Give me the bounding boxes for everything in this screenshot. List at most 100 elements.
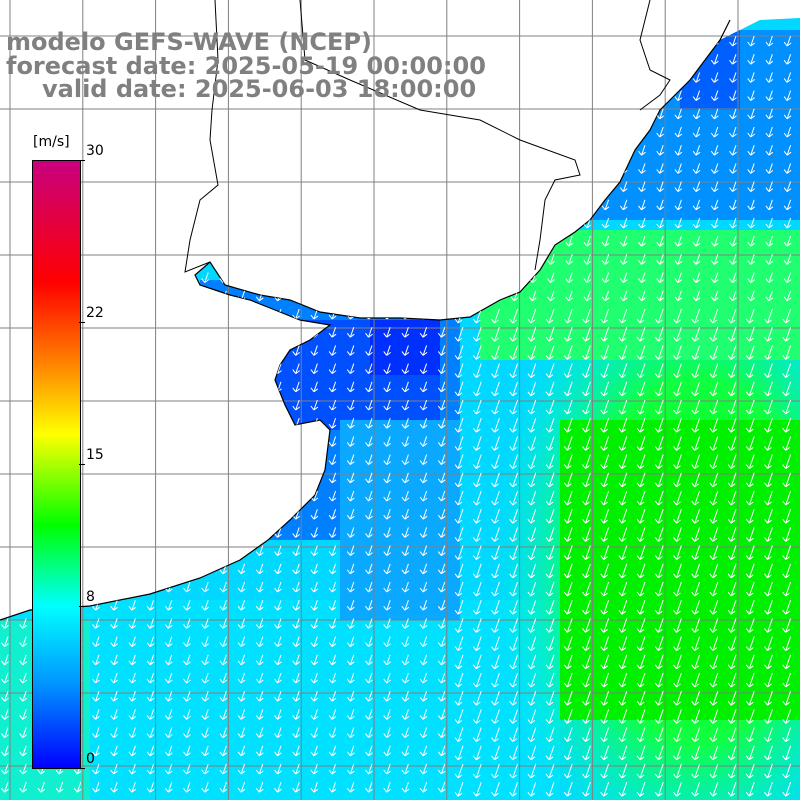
wind-arrow (619, 181, 628, 192)
wind-arrow (782, 709, 792, 724)
wind-arrow (219, 454, 228, 465)
wind-arrow (292, 236, 300, 247)
wind-arrow (582, 308, 591, 324)
wind-arrow (201, 654, 209, 666)
wind-arrow (709, 672, 719, 688)
wind-arrow (710, 108, 719, 120)
wind-arrow (346, 763, 355, 775)
wind-arrow (92, 126, 100, 138)
wind-arrow (674, 199, 683, 211)
wind-arrow (745, 454, 755, 469)
wind-arrow (783, 236, 792, 247)
wind-arrow (365, 163, 373, 174)
wind-arrow (709, 654, 719, 670)
wind-arrow (383, 545, 391, 556)
wind-arrow (365, 581, 373, 593)
colorbar-tick-mark (79, 768, 85, 769)
wind-arrow (346, 672, 355, 684)
wind-arrow (509, 399, 519, 415)
wind-arrow (638, 290, 646, 302)
wind-arrow (110, 436, 118, 447)
wind-arrow (764, 581, 773, 597)
wind-arrow (146, 745, 155, 757)
wind-arrow (619, 72, 628, 83)
wind-arrow (310, 345, 319, 356)
wind-arrow (491, 691, 500, 706)
wind-arrow (618, 672, 628, 688)
wind-arrow (491, 527, 500, 542)
wind-arrow (92, 327, 100, 338)
wind-arrow (274, 327, 282, 338)
wind-arrow (782, 345, 792, 360)
wind-arrow (509, 563, 519, 579)
wind-arrow (492, 290, 501, 302)
wind-arrow (510, 145, 519, 156)
wind-arrow (491, 618, 500, 633)
wind-arrow (437, 672, 446, 684)
wind-arrow (164, 727, 173, 738)
wind-arrow (437, 727, 446, 738)
wind-arrow (237, 254, 246, 265)
wind-arrow (528, 163, 537, 174)
wind-arrow (401, 763, 410, 775)
wind-arrow (437, 581, 446, 593)
wind-arrow (601, 126, 610, 138)
wind-arrow (764, 418, 773, 433)
wind-arrow (437, 35, 446, 47)
wind-arrow (510, 272, 519, 283)
wind-arrow (582, 454, 591, 469)
wind-arrow (619, 54, 628, 65)
wind-arrow (528, 254, 537, 265)
wind-arrow (692, 72, 701, 83)
wind-arrow (255, 782, 264, 793)
wind-arrow (764, 363, 773, 378)
wind-arrow (545, 727, 555, 742)
wind-arrow (492, 181, 501, 192)
wind-arrow (782, 454, 792, 469)
wind-arrow (582, 527, 591, 542)
wind-arrow (401, 490, 410, 502)
wind-arrow (110, 418, 118, 429)
wind-arrow (474, 217, 482, 229)
wind-arrow (1, 345, 9, 356)
wind-arrow (128, 108, 137, 120)
wind-arrow (782, 490, 792, 506)
wind-arrow (527, 509, 537, 524)
wind-arrow (710, 199, 719, 211)
wind-arrow (783, 272, 792, 283)
wind-arrow (201, 308, 209, 320)
wind-arrow (547, 35, 555, 47)
wind-arrow (346, 490, 355, 502)
wind-arrow (656, 163, 664, 174)
wind-arrow (219, 126, 228, 138)
wind-arrow (454, 563, 464, 579)
wind-arrow (19, 509, 27, 520)
wind-arrow (183, 308, 191, 320)
wind-arrow (19, 272, 27, 283)
wind-arrow (110, 327, 118, 338)
wind-arrow (565, 181, 573, 192)
wind-arrow (691, 654, 701, 670)
wind-arrow (456, 181, 464, 192)
wind-arrow (745, 472, 755, 488)
wind-arrow (673, 418, 682, 433)
wind-arrow (383, 163, 391, 174)
wind-arrow (565, 108, 573, 120)
wind-arrow (600, 436, 610, 451)
wind-arrow (237, 672, 246, 684)
wind-arrow (547, 90, 555, 101)
wind-arrow (582, 399, 591, 415)
wind-arrow (237, 381, 246, 393)
wind-arrow (454, 581, 464, 597)
wind-arrow (563, 672, 573, 688)
wind-arrow (491, 600, 500, 615)
wind-arrow (474, 199, 482, 211)
wind-arrow (92, 381, 100, 393)
wind-arrow (419, 217, 428, 229)
wind-arrow (419, 636, 428, 647)
wind-arrow (601, 72, 610, 83)
wind-arrow (765, 254, 774, 265)
wind-arrow (328, 108, 337, 120)
wind-arrow (545, 654, 555, 670)
wind-arrow (292, 454, 300, 465)
